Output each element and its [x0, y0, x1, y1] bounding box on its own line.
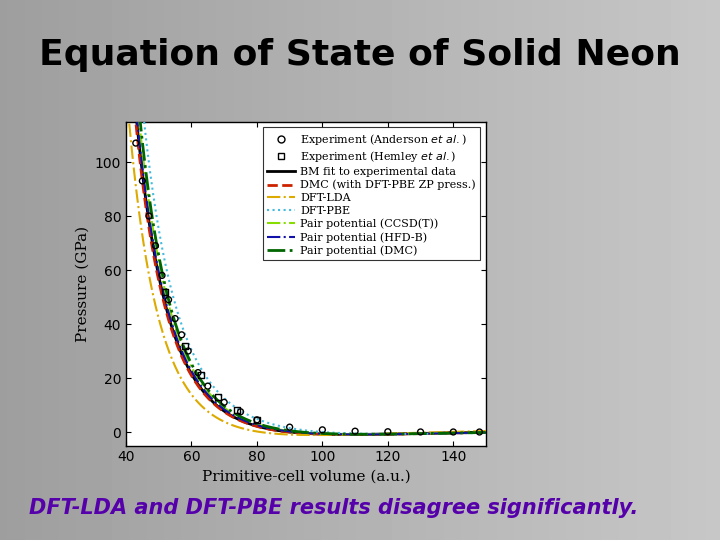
- Point: [448, 428, 459, 436]
- Point: [317, 426, 328, 434]
- Point: [137, 177, 148, 185]
- Point: [169, 314, 181, 323]
- Text: DFT-LDA and DFT-PBE results disagree significantly.: DFT-LDA and DFT-PBE results disagree sig…: [29, 498, 638, 518]
- Point: [150, 241, 161, 250]
- X-axis label: Primitive-cell volume (a.u.): Primitive-cell volume (a.u.): [202, 470, 410, 484]
- Point: [176, 330, 187, 339]
- Point: [474, 428, 485, 436]
- Point: [202, 382, 214, 390]
- Point: [156, 271, 168, 280]
- Legend: Experiment (Anderson $et\ al.$), Experiment (Hemley $et\ al.$), BM fit to experi: Experiment (Anderson $et\ al.$), Experim…: [263, 127, 480, 260]
- Y-axis label: Pressure (GPa): Pressure (GPa): [75, 225, 89, 342]
- Point: [284, 423, 295, 431]
- Point: [182, 347, 194, 355]
- Point: [196, 371, 207, 380]
- Point: [130, 139, 142, 147]
- Point: [179, 341, 191, 350]
- Point: [163, 295, 174, 304]
- Point: [235, 407, 246, 416]
- Point: [251, 416, 263, 424]
- Point: [415, 428, 426, 436]
- Point: [212, 393, 223, 401]
- Point: [382, 428, 394, 436]
- Point: [192, 368, 204, 377]
- Point: [160, 287, 171, 296]
- Text: Equation of State of Solid Neon: Equation of State of Solid Neon: [39, 38, 681, 72]
- Point: [218, 398, 230, 407]
- Point: [251, 416, 263, 424]
- Point: [349, 427, 361, 435]
- Point: [232, 406, 243, 415]
- Point: [143, 212, 155, 220]
